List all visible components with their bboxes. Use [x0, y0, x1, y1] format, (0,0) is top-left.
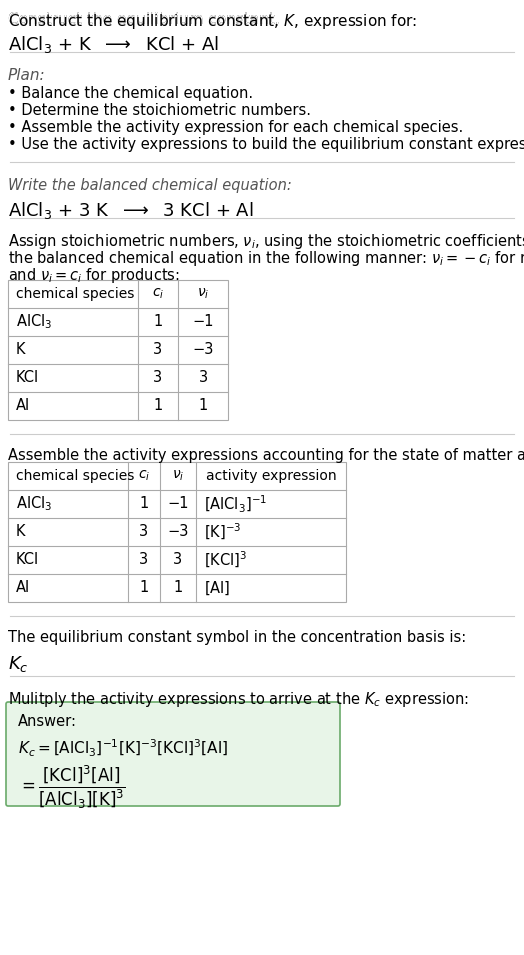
Text: K: K [16, 524, 26, 540]
Text: 1: 1 [139, 497, 149, 512]
Text: $c_i$: $c_i$ [152, 286, 164, 301]
Text: and $\nu_i = c_i$ for products:: and $\nu_i = c_i$ for products: [8, 266, 180, 285]
Text: Construct the equilibrium constant,: Construct the equilibrium constant, [8, 12, 285, 27]
Text: Plan:: Plan: [8, 68, 46, 83]
Text: Construct the equilibrium constant, $K$, expression for:: Construct the equilibrium constant, $K$,… [8, 12, 417, 31]
Text: $= \dfrac{[\mathrm{KCl}]^3[\mathrm{Al}]}{[\mathrm{AlCl_3}][\mathrm{K}]^3}$: $= \dfrac{[\mathrm{KCl}]^3[\mathrm{Al}]}… [18, 764, 126, 812]
Text: Answer:: Answer: [18, 714, 77, 729]
Text: 3: 3 [139, 524, 149, 540]
Text: 3: 3 [199, 371, 208, 386]
Text: −1: −1 [192, 314, 214, 329]
Text: • Balance the chemical equation.: • Balance the chemical equation. [8, 86, 253, 101]
Text: 3: 3 [173, 553, 182, 567]
Text: $[\mathrm{AlCl_3}]^{-1}$: $[\mathrm{AlCl_3}]^{-1}$ [204, 494, 267, 515]
Text: Assemble the activity expressions accounting for the state of matter and ν_i:: Assemble the activity expressions accoun… [8, 448, 524, 464]
Text: activity expression: activity expression [206, 469, 336, 483]
Text: −3: −3 [167, 524, 189, 540]
Text: $c_i$: $c_i$ [138, 469, 150, 483]
Text: Al: Al [16, 398, 30, 414]
Text: KCl: KCl [16, 553, 39, 567]
Text: Construct the equilibrium constant, Ω, expression for:: Construct the equilibrium constant, Ω, e… [8, 12, 420, 27]
Text: 3: 3 [154, 343, 162, 357]
Text: $[\mathrm{K}]^{-3}$: $[\mathrm{K}]^{-3}$ [204, 522, 242, 542]
Text: 1: 1 [154, 398, 162, 414]
Text: $\nu_i$: $\nu_i$ [172, 469, 184, 483]
Text: 1: 1 [199, 398, 208, 414]
Text: AlCl$_3$ + 3 K  $\longrightarrow$  3 KCl + Al: AlCl$_3$ + 3 K $\longrightarrow$ 3 KCl +… [8, 200, 254, 221]
Text: $K_c$: $K_c$ [8, 654, 29, 674]
Text: 3: 3 [139, 553, 149, 567]
Text: $K_c = [\mathrm{AlCl_3}]^{-1}[\mathrm{K}]^{-3}[\mathrm{KCl}]^3[\mathrm{Al}]$: $K_c = [\mathrm{AlCl_3}]^{-1}[\mathrm{K}… [18, 738, 228, 759]
Text: $[\mathrm{KCl}]^{3}$: $[\mathrm{KCl}]^{3}$ [204, 550, 247, 570]
Text: −1: −1 [167, 497, 189, 512]
Text: 3: 3 [154, 371, 162, 386]
Text: • Use the activity expressions to build the equilibrium constant expression.: • Use the activity expressions to build … [8, 137, 524, 152]
Text: 1: 1 [173, 581, 183, 596]
Text: AlCl$_3$ + K  $\longrightarrow$  KCl + Al: AlCl$_3$ + K $\longrightarrow$ KCl + Al [8, 34, 219, 55]
Text: Assign stoichiometric numbers, $\nu_i$, using the stoichiometric coefficients, $: Assign stoichiometric numbers, $\nu_i$, … [8, 232, 524, 251]
Text: The equilibrium constant symbol in the concentration basis is:: The equilibrium constant symbol in the c… [8, 630, 466, 645]
Text: 1: 1 [139, 581, 149, 596]
Text: $\nu_i$: $\nu_i$ [197, 286, 209, 301]
Text: • Assemble the activity expression for each chemical species.: • Assemble the activity expression for e… [8, 120, 463, 135]
Text: K: K [16, 343, 26, 357]
FancyBboxPatch shape [6, 702, 340, 806]
Bar [8, 462, 346, 602]
Bar [8, 280, 228, 420]
Text: −3: −3 [192, 343, 214, 357]
Text: chemical species: chemical species [16, 287, 134, 301]
Text: AlCl$_3$: AlCl$_3$ [16, 495, 52, 514]
Text: the balanced chemical equation in the following manner: $\nu_i = -c_i$ for react: the balanced chemical equation in the fo… [8, 249, 524, 268]
Text: Al: Al [16, 581, 30, 596]
Text: • Determine the stoichiometric numbers.: • Determine the stoichiometric numbers. [8, 103, 311, 118]
Text: Mulitply the activity expressions to arrive at the $K_c$ expression:: Mulitply the activity expressions to arr… [8, 690, 469, 709]
Text: chemical species: chemical species [16, 469, 134, 483]
Text: $[\mathrm{Al}]$: $[\mathrm{Al}]$ [204, 580, 230, 597]
Text: KCl: KCl [16, 371, 39, 386]
Text: 1: 1 [154, 314, 162, 329]
Text: AlCl$_3$: AlCl$_3$ [16, 312, 52, 331]
Text: Write the balanced chemical equation:: Write the balanced chemical equation: [8, 178, 292, 193]
